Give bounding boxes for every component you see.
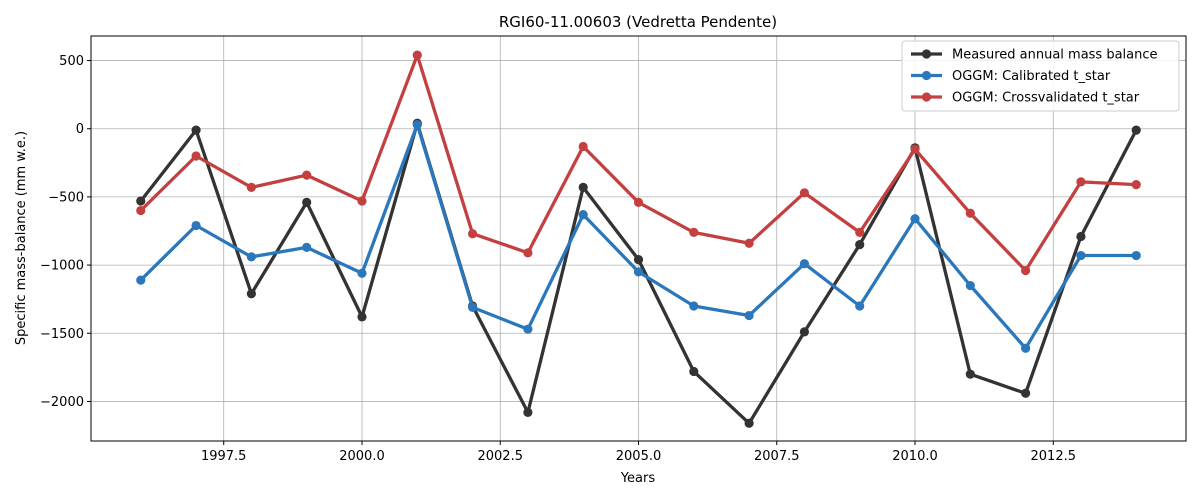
- legend-marker: [921, 70, 932, 81]
- legend-box: [901, 40, 1180, 112]
- series-2: [136, 120, 1141, 353]
- y-axis-label: Specific mass-balance (mm w.e.): [14, 131, 29, 345]
- data-point: [191, 125, 201, 135]
- y-tick-label: 500: [59, 54, 84, 69]
- data-point: [910, 144, 920, 154]
- data-point: [965, 280, 975, 291]
- data-point: [302, 170, 312, 180]
- data-point: [578, 182, 588, 192]
- data-point: [855, 227, 865, 237]
- data-point: [1021, 343, 1031, 353]
- data-point: [467, 302, 478, 312]
- legend-item: Measured annual mass balance: [911, 48, 1158, 63]
- chart-title: RGI60-11.00603 (Vedretta Pendente): [499, 13, 777, 31]
- data-point: [523, 324, 533, 334]
- x-tick-label: 2012.5: [1031, 449, 1077, 464]
- data-point: [357, 312, 367, 322]
- y-tick-label: −1500: [40, 327, 84, 342]
- data-point: [633, 267, 644, 277]
- legend: Measured annual mass balance OGGM: Calibr…: [901, 40, 1180, 112]
- data-point: [578, 141, 588, 152]
- legend-label: OGGM: Crossvalidated t_star: [952, 91, 1140, 106]
- x-tick-label: 2002.5: [477, 449, 523, 464]
- data-point: [689, 366, 699, 377]
- legend-label: OGGM: Calibrated t_star: [952, 69, 1111, 84]
- data-point: [1131, 125, 1141, 135]
- data-point: [855, 240, 865, 250]
- x-axis-ticks: 1997.5 2000.0 2002.5 2005.0 2007.5 2010.0 2012…: [201, 441, 1076, 464]
- data-point: [1131, 180, 1141, 190]
- data-point: [799, 259, 810, 269]
- legend-marker: [921, 49, 932, 59]
- y-tick-label: −500: [48, 190, 84, 205]
- data-point: [744, 418, 754, 428]
- data-point: [191, 151, 201, 161]
- x-axis-label: Years: [620, 471, 656, 486]
- data-point: [412, 50, 422, 60]
- data-point: [1076, 177, 1086, 187]
- data-point: [799, 188, 810, 198]
- data-point: [1076, 231, 1086, 242]
- data-point: [136, 275, 146, 285]
- data-point: [1021, 388, 1031, 398]
- data-point: [689, 301, 699, 311]
- data-point: [1021, 265, 1031, 276]
- data-point: [965, 369, 975, 379]
- series-group: [136, 50, 1141, 428]
- legend-item: OGGM: Crossvalidated t_star: [911, 91, 1140, 106]
- y-tick-label: 0: [76, 122, 84, 137]
- data-point: [855, 301, 865, 311]
- data-point: [357, 196, 367, 206]
- data-point: [633, 255, 644, 265]
- x-tick-label: 2005.0: [616, 449, 662, 464]
- data-point: [136, 196, 146, 206]
- x-tick-label: 2000.0: [339, 449, 385, 464]
- x-tick-label: 2007.5: [754, 449, 800, 464]
- data-point: [578, 210, 588, 220]
- series-3: [136, 50, 1141, 276]
- data-point: [191, 220, 201, 231]
- data-point: [302, 197, 312, 207]
- legend-marker: [921, 92, 932, 102]
- data-point: [467, 229, 478, 239]
- data-point: [246, 182, 256, 192]
- data-point: [910, 214, 920, 224]
- data-point: [744, 310, 754, 321]
- data-point: [357, 268, 367, 278]
- data-point: [965, 208, 975, 218]
- data-point: [799, 327, 810, 337]
- data-point: [136, 205, 146, 216]
- data-point: [246, 252, 256, 262]
- y-tick-label: −2000: [40, 395, 84, 410]
- legend-item: OGGM: Calibrated t_star: [911, 69, 1111, 84]
- data-point: [246, 289, 256, 299]
- data-point: [744, 238, 754, 248]
- data-point: [1131, 250, 1141, 261]
- x-tick-label: 2010.0: [892, 449, 938, 464]
- y-tick-label: −1000: [40, 259, 84, 274]
- data-point: [302, 242, 312, 252]
- y-axis-ticks: 500 0 −500 −1000 −1500 −2000: [40, 54, 91, 410]
- legend-label: Measured annual mass balance: [952, 48, 1158, 63]
- data-point: [633, 197, 644, 207]
- data-point: [523, 407, 533, 417]
- plot-frame: [90, 35, 1187, 442]
- data-point: [689, 227, 699, 237]
- data-point: [412, 120, 422, 130]
- data-point: [523, 248, 533, 258]
- data-point: [1076, 250, 1086, 261]
- x-tick-label: 1997.5: [201, 449, 247, 464]
